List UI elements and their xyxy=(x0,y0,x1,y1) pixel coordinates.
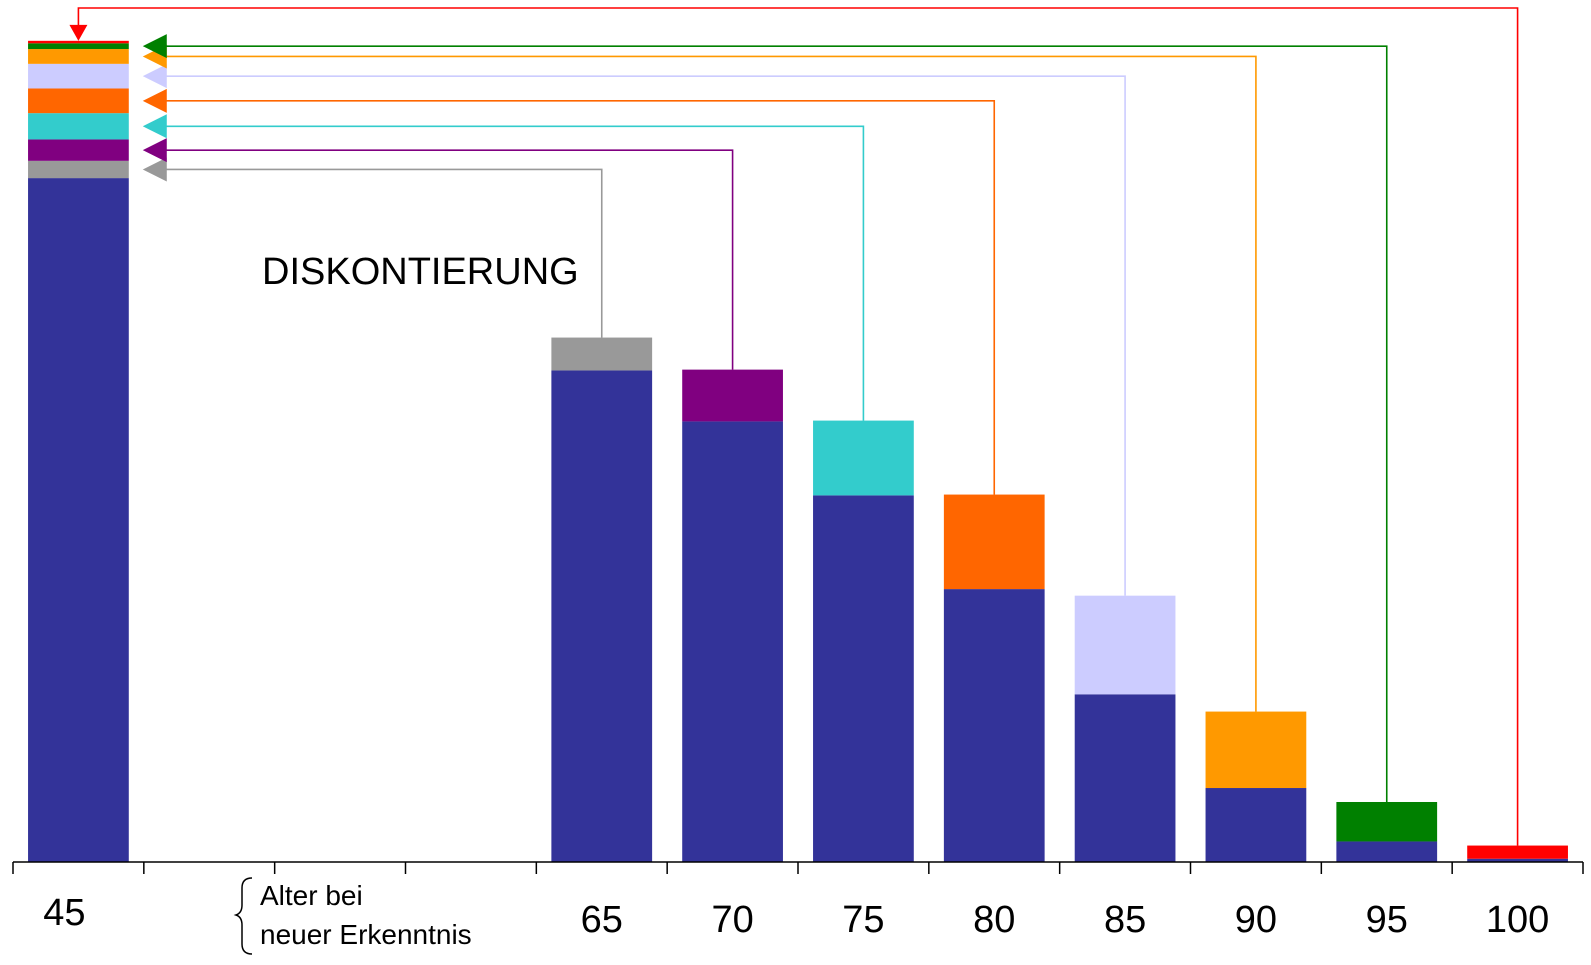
connector-80 xyxy=(154,100,996,495)
tick-label-65: 65 xyxy=(581,899,623,941)
bar-base-70 xyxy=(682,421,783,862)
arrowhead-75 xyxy=(142,114,167,139)
age-note-line2: neuer Erkenntnis xyxy=(260,919,472,950)
bar-base-80 xyxy=(943,589,1045,862)
tick-label-85: 85 xyxy=(1104,899,1146,941)
connector-layer xyxy=(69,7,1519,846)
bar-discount-75 xyxy=(813,420,914,496)
arrowhead-70 xyxy=(142,138,167,163)
bar45-segment-70 xyxy=(28,139,129,161)
bar-base-90 xyxy=(1205,788,1307,862)
tick-labels: 45 65 70 75 80 85 90 95 100 xyxy=(43,892,1549,941)
bar-discount-95 xyxy=(1336,801,1438,842)
bar45-segment-100 xyxy=(28,40,129,44)
bar45-segment-90 xyxy=(28,49,129,64)
tick-label-70: 70 xyxy=(711,899,753,941)
bar-discount-85 xyxy=(1074,595,1176,695)
bar-discount-65 xyxy=(551,337,653,371)
tick-label-90: 90 xyxy=(1235,899,1277,941)
connector-65 xyxy=(154,168,603,338)
bars-layer xyxy=(28,40,1568,862)
bar45-segment-85 xyxy=(28,63,129,89)
arrowhead-95 xyxy=(142,34,167,59)
connector-90 xyxy=(154,55,1257,712)
arrowhead-65 xyxy=(142,157,167,182)
age-note-line1: Alter bei xyxy=(260,880,363,911)
bar-base-95 xyxy=(1336,841,1438,862)
connector-70 xyxy=(154,149,734,370)
connector-75 xyxy=(154,125,865,421)
bar45-segment-Basis xyxy=(28,178,129,862)
arrowhead-80 xyxy=(142,88,167,113)
bar-discount-80 xyxy=(943,494,1045,590)
bar-discount-100 xyxy=(1467,845,1568,859)
tick-label-100: 100 xyxy=(1486,899,1549,941)
tick-label-75: 75 xyxy=(842,899,884,941)
bar-base-85 xyxy=(1074,694,1176,862)
bar-base-65 xyxy=(551,370,653,862)
brace-icon xyxy=(233,877,253,955)
bar-discount-70 xyxy=(682,369,783,422)
arrowhead-100 xyxy=(69,24,88,41)
bar45-segment-80 xyxy=(28,88,129,114)
bar-base-100 xyxy=(1467,858,1568,862)
tick-label-80: 80 xyxy=(973,899,1015,941)
bar45-segment-65 xyxy=(28,160,129,179)
tick-label-45: 45 xyxy=(43,892,85,934)
discount-label: DISKONTIERUNG xyxy=(262,251,579,293)
bar-base-75 xyxy=(813,495,914,862)
arrowhead-85 xyxy=(142,64,167,89)
bar45-segment-75 xyxy=(28,113,129,140)
tick-label-95: 95 xyxy=(1366,899,1408,941)
bar45-segment-95 xyxy=(28,43,129,50)
x-axis xyxy=(12,861,1584,874)
connector-100 xyxy=(77,7,1519,846)
bar-discount-90 xyxy=(1205,711,1307,789)
connector-95 xyxy=(154,45,1388,802)
connector-85 xyxy=(154,75,1126,596)
